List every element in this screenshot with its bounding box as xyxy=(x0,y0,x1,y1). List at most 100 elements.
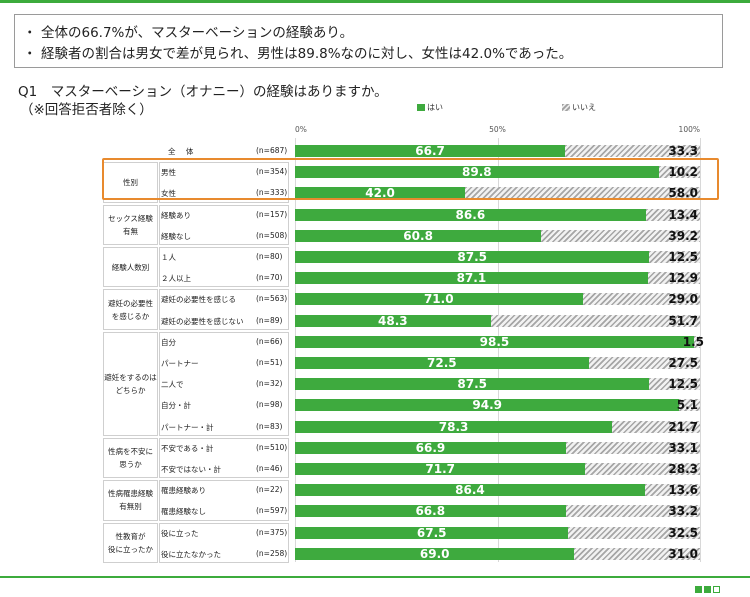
data-label-no: 27.5 xyxy=(668,356,698,370)
row-sample-size: (n=83) xyxy=(256,421,283,431)
axis-tick-label: 50% xyxy=(489,125,506,134)
chart-row: 役に立った (n=375) 67.5 32.5 xyxy=(0,522,750,544)
data-label-no: 29.0 xyxy=(668,292,698,307)
group-label: 避妊をするのは どちらか xyxy=(103,331,158,436)
legend-label-yes: はい xyxy=(427,103,443,112)
legend-label-no: いいえ xyxy=(572,103,596,112)
bar-no xyxy=(565,441,700,454)
data-label-no: 32.5 xyxy=(668,525,698,540)
bar-no xyxy=(541,229,700,242)
data-label-yes: 72.5 xyxy=(427,356,457,370)
bar-yes xyxy=(295,441,566,454)
bar-yes xyxy=(295,463,586,475)
data-label-yes: 48.3 xyxy=(377,313,408,328)
bar-yes xyxy=(295,293,583,306)
bar-yes xyxy=(295,378,650,391)
group-label: 性教育が 役に立ったか xyxy=(103,522,158,563)
chart-row: ２人以上 (n=70) 87.1 12.9 xyxy=(0,267,750,289)
bar-yes xyxy=(295,272,648,285)
bar-no xyxy=(647,272,700,285)
row-sample-size: (n=510) xyxy=(256,442,288,452)
data-label-yes: 71.0 xyxy=(423,292,454,307)
bar-yes xyxy=(295,399,680,412)
row-label: 不安ではない・計 xyxy=(161,465,221,474)
group-label-frame xyxy=(159,331,289,436)
bar-no xyxy=(588,357,700,369)
bar-yes xyxy=(295,314,491,327)
row-sample-size: (n=258) xyxy=(256,548,288,558)
summary-box: ・全体の66.7%が、マスターベーションの経験あり。 ・経験者の割合は男女で差が… xyxy=(14,14,723,68)
group-label-frame xyxy=(159,480,289,521)
data-label-yes: 86.4 xyxy=(455,483,485,498)
row-label: 自分・計 xyxy=(161,401,191,411)
bar-no xyxy=(693,335,700,348)
data-label-yes: 66.9 xyxy=(415,440,446,455)
chart-row: 経験なし (n=508) 60.8 39.2 xyxy=(0,225,750,247)
data-label-yes: 87.1 xyxy=(456,271,487,286)
row-sample-size: (n=80) xyxy=(256,252,283,261)
row-sample-size: (n=46) xyxy=(256,464,283,473)
chart-row: 避妊の必要性を感じない (n=89) 48.3 51.7 xyxy=(0,310,750,332)
legend-swatch-yes xyxy=(417,104,425,111)
summary-line-2: ・経験者の割合は男女で差が見られ、男性は89.8%なのに対し、女性は42.0%で… xyxy=(23,42,572,62)
summary-text: 経験者の割合は男女で差が見られ、男性は89.8%なのに対し、女性は42.0%であ… xyxy=(41,46,573,62)
data-label-no: 10.2 xyxy=(668,165,698,180)
chart-row: 罹患経験あり (n=22) 86.4 13.6 xyxy=(0,479,750,501)
data-label-yes: 86.6 xyxy=(455,207,486,222)
group-label-frame xyxy=(159,522,289,563)
data-label-yes: 42.0 xyxy=(365,186,395,201)
gender-highlight-box xyxy=(102,158,719,200)
row-label: 二人で xyxy=(161,380,184,390)
bar-yes xyxy=(295,208,646,221)
row-label: １人 xyxy=(161,253,176,262)
row-sample-size: (n=563) xyxy=(256,294,288,304)
bar-no xyxy=(574,547,700,560)
data-label-no: 1.5 xyxy=(682,334,704,349)
data-label-no: 12.5 xyxy=(668,377,698,392)
chart-row: 罹患経験なし (n=597) 66.8 33.2 xyxy=(0,500,750,522)
data-label-no: 51.7 xyxy=(668,313,698,328)
row-sample-size: (n=597) xyxy=(256,506,288,516)
data-label-no: 12.9 xyxy=(668,271,698,286)
bar-yes xyxy=(295,526,569,539)
group-label: 避妊の必要性 を感じるか xyxy=(103,289,158,330)
chart-row: １人 (n=80) 87.5 12.5 xyxy=(0,246,750,268)
data-label-no: 33.1 xyxy=(668,440,698,455)
bar-yes xyxy=(295,166,659,179)
chart-row: 不安ではない・計 (n=46) 71.7 28.3 xyxy=(0,458,750,480)
data-label-yes: 66.8 xyxy=(415,504,446,519)
group-label-frame xyxy=(159,247,289,288)
data-label-no: 58.0 xyxy=(668,186,698,201)
data-label-no: 33.3 xyxy=(668,144,698,158)
row-label: パートナー・計 xyxy=(161,422,214,432)
data-label-no: 28.3 xyxy=(668,462,698,476)
gridline xyxy=(700,138,701,562)
chart-row: 経験あり (n=157) 86.6 13.4 xyxy=(0,204,750,226)
question-title: Q1 マスターベーション（オナニー）の経験はありますか。 xyxy=(18,84,388,100)
bar-no xyxy=(465,187,700,200)
row-label: 女性 xyxy=(161,189,176,199)
data-label-yes: 78.3 xyxy=(438,419,469,434)
bar-yes xyxy=(295,335,694,348)
group-label: 経験人数別 xyxy=(103,247,158,288)
row-sample-size: (n=98) xyxy=(256,400,283,410)
row-sample-size: (n=89) xyxy=(256,315,283,325)
row-sample-size: (n=508) xyxy=(256,230,288,240)
top-accent-line xyxy=(0,0,750,3)
chart-row: パートナー (n=51) 72.5 27.5 xyxy=(0,352,750,374)
data-label-no: 12.5 xyxy=(668,250,698,264)
bar-yes xyxy=(295,145,566,157)
row-label: 罹患経験あり xyxy=(161,486,206,496)
question-note: （※回答拒否者除く） xyxy=(20,102,153,118)
data-label-no: 31.0 xyxy=(668,546,698,561)
bar-no xyxy=(565,505,700,518)
bar-yes xyxy=(295,357,589,369)
data-label-yes: 89.8 xyxy=(462,165,492,180)
bar-yes xyxy=(295,547,575,560)
chart-row: 役に立たなかった (n=258) 69.0 31.0 xyxy=(0,543,750,565)
data-label-no: 33.2 xyxy=(668,504,698,519)
bar-yes xyxy=(295,420,613,433)
chart-row: 避妊の必要性を感じる (n=563) 71.0 29.0 xyxy=(0,288,750,310)
summary-text: 全体の66.7%が、マスターベーションの経験あり。 xyxy=(41,25,354,41)
row-sample-size: (n=66) xyxy=(256,336,283,346)
